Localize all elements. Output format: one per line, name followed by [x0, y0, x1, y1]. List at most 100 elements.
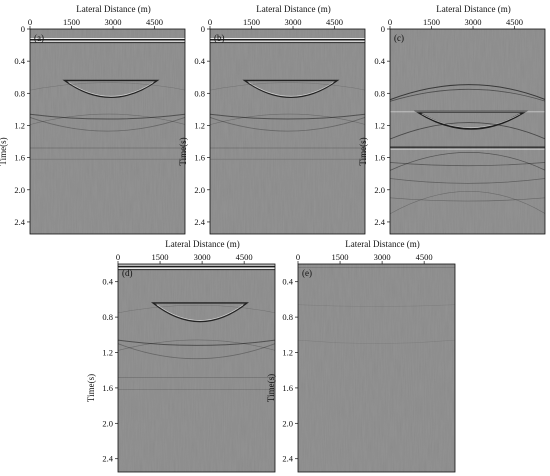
y-tick-label: 1.2 [14, 120, 25, 130]
y-tick-label: 1.6 [282, 383, 293, 393]
panel-label: (b) [214, 33, 225, 43]
y-tick-label: 1.2 [194, 120, 205, 130]
lens-reflector [62, 79, 160, 98]
lens-reflector [151, 302, 249, 323]
panel-frame [209, 28, 366, 235]
x-tick-label: 0 [208, 17, 212, 27]
reflector-1 [118, 339, 275, 346]
y-tick-label: 0.4 [282, 277, 293, 287]
x-axis-label: Lateral Distance (m) [76, 4, 150, 14]
x-tick-label: 1500 [423, 17, 440, 27]
y-axis-label: Time(s) [178, 137, 188, 165]
x-tick-label: 3000 [374, 252, 391, 262]
panel-label: (c) [394, 33, 404, 43]
diffraction-2 [118, 304, 275, 314]
diffraction-2 [210, 82, 365, 91]
diffraction-2 [30, 82, 185, 91]
diffraction-b [390, 88, 545, 102]
y-tick-label: 0 [201, 24, 205, 34]
residual-2 [298, 304, 455, 307]
reflector-2 [30, 117, 185, 132]
x-tick-label: 4500 [146, 17, 163, 27]
diffraction-a [390, 84, 545, 101]
panel-frame [389, 28, 546, 235]
y-tick-label: 2.0 [102, 418, 113, 428]
panel-b: (b) Lateral Distance (m) 0 1500 3000 4500 0 0.4… [178, 4, 366, 235]
y-tick-label: 2.4 [102, 454, 113, 464]
reflector-deep-4 [390, 197, 545, 202]
x-tick-label: 0 [388, 17, 392, 27]
seismic-events [210, 38, 365, 160]
y-tick-label: 0.4 [374, 56, 385, 66]
y-tick-label: 1.2 [282, 348, 293, 358]
panel-label: (d) [122, 268, 133, 278]
reflector-2 [210, 117, 365, 132]
y-tick-label: 0.8 [194, 88, 205, 98]
panel-frame [117, 263, 276, 473]
x-tick-label: 1500 [332, 252, 349, 262]
y-tick-label: 1.2 [374, 120, 385, 130]
y-axis-label: Time(s) [358, 137, 368, 165]
y-tick-label: 2.4 [194, 217, 205, 227]
y-tick-label: 0.4 [14, 56, 25, 66]
x-tick-label: 3000 [194, 252, 211, 262]
panel-a: (a) Lateral Distance (m) 0 1500 3000 4500 0 0.4… [0, 4, 186, 235]
x-tick-label: 4500 [236, 252, 253, 262]
residual-3 [298, 339, 455, 344]
panel-d: (d) Lateral Distance (m) 0 1500 3000 4500 0.4 0… [86, 239, 276, 473]
reflector-1 [210, 113, 365, 120]
lens-reflector-light [156, 304, 244, 321]
lens-reflector-light [248, 82, 334, 97]
y-tick-label: 1.6 [14, 153, 25, 163]
reflector-1 [30, 113, 185, 120]
reflector-2 [118, 343, 275, 360]
y-tick-label: 0.4 [194, 56, 205, 66]
x-axis-label: Lateral Distance (m) [345, 239, 419, 249]
seismic-events [30, 38, 185, 160]
x-axis-label: Lateral Distance (m) [256, 4, 330, 14]
lens-reflector-light [68, 82, 154, 97]
y-tick-label: 1.6 [374, 153, 385, 163]
y-tick-label: 2.4 [14, 217, 25, 227]
lens-reflector [242, 79, 340, 98]
seismic-noise [210, 29, 365, 234]
x-tick-label: 4500 [506, 17, 523, 27]
seismic-events [298, 267, 455, 344]
y-axis-label: Time(s) [0, 137, 8, 165]
y-tick-label: 2.0 [374, 185, 385, 195]
y-tick-label: 2.0 [282, 418, 293, 428]
x-axis-label: Lateral Distance (m) [165, 239, 239, 249]
seismic-noise [30, 29, 185, 234]
y-axis-label: Time(s) [266, 374, 276, 402]
x-tick-label: 3000 [105, 17, 122, 27]
y-tick-label: 0.8 [102, 312, 113, 322]
seismic-noise [118, 264, 275, 472]
x-tick-label: 3000 [285, 17, 302, 27]
x-tick-label: 1500 [152, 252, 169, 262]
x-tick-label: 0 [116, 252, 120, 262]
lens-multiple-light [421, 113, 521, 128]
y-axis-label: Time(s) [86, 374, 96, 402]
y-tick-label: 2.4 [374, 217, 385, 227]
reflector-deep-3 [390, 178, 545, 184]
x-tick-label: 4500 [326, 17, 343, 27]
y-tick-label: 1.6 [102, 383, 113, 393]
y-tick-label: 0.8 [374, 88, 385, 98]
x-tick-label: 4500 [416, 252, 433, 262]
reflector-deep-2 [390, 162, 545, 167]
x-axis-label: Lateral Distance (m) [436, 4, 510, 14]
seismic-events [390, 84, 545, 215]
seismic-noise [298, 264, 455, 472]
diffraction-1 [30, 113, 185, 125]
y-tick-label: 0 [21, 24, 25, 34]
seismic-noise [390, 29, 545, 234]
y-tick-label: 0.4 [102, 277, 113, 287]
y-tick-label: 1.2 [102, 348, 113, 358]
y-tick-label: 2.0 [14, 185, 25, 195]
panel-frame [29, 28, 186, 235]
panel-label: (e) [302, 268, 312, 278]
lens-multiple [413, 110, 529, 130]
y-tick-label: 1.6 [194, 153, 205, 163]
diffraction-d [390, 151, 545, 171]
diffraction-e [390, 191, 545, 215]
